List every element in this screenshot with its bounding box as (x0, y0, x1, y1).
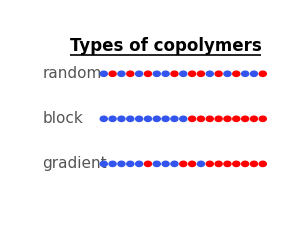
Circle shape (259, 161, 266, 166)
Circle shape (224, 161, 231, 166)
Circle shape (144, 116, 152, 122)
Circle shape (100, 71, 107, 76)
Circle shape (127, 116, 134, 122)
Circle shape (197, 161, 205, 166)
Circle shape (109, 116, 116, 122)
Circle shape (180, 116, 187, 122)
Circle shape (180, 71, 187, 76)
Circle shape (250, 71, 257, 76)
Circle shape (136, 116, 142, 122)
Circle shape (136, 161, 142, 166)
Circle shape (224, 116, 231, 122)
Circle shape (153, 116, 160, 122)
Circle shape (118, 116, 125, 122)
Circle shape (242, 71, 249, 76)
Circle shape (189, 71, 196, 76)
Circle shape (215, 116, 222, 122)
Circle shape (171, 71, 178, 76)
Circle shape (206, 71, 213, 76)
Circle shape (206, 161, 213, 166)
Circle shape (233, 71, 240, 76)
Circle shape (224, 71, 231, 76)
Circle shape (242, 161, 249, 166)
Circle shape (109, 161, 116, 166)
Circle shape (136, 71, 142, 76)
Circle shape (171, 116, 178, 122)
Circle shape (197, 116, 205, 122)
Circle shape (233, 161, 240, 166)
Circle shape (197, 71, 205, 76)
Circle shape (127, 71, 134, 76)
Circle shape (118, 71, 125, 76)
Circle shape (259, 71, 266, 76)
Circle shape (100, 161, 107, 166)
Circle shape (215, 71, 222, 76)
Circle shape (233, 116, 240, 122)
Circle shape (162, 71, 169, 76)
Circle shape (100, 116, 107, 122)
Text: block: block (42, 111, 83, 126)
Circle shape (127, 161, 134, 166)
Circle shape (153, 71, 160, 76)
Circle shape (250, 116, 257, 122)
Circle shape (171, 161, 178, 166)
Circle shape (162, 116, 169, 122)
Circle shape (162, 161, 169, 166)
Circle shape (206, 116, 213, 122)
Circle shape (250, 161, 257, 166)
Circle shape (215, 161, 222, 166)
Circle shape (259, 116, 266, 122)
Text: gradient: gradient (42, 156, 107, 171)
Circle shape (242, 116, 249, 122)
Circle shape (189, 116, 196, 122)
Text: random: random (42, 66, 101, 81)
Circle shape (109, 71, 116, 76)
Circle shape (118, 161, 125, 166)
Circle shape (189, 161, 196, 166)
Circle shape (144, 161, 152, 166)
Circle shape (180, 161, 187, 166)
Text: Types of copolymers: Types of copolymers (70, 37, 261, 55)
Circle shape (153, 161, 160, 166)
Circle shape (144, 71, 152, 76)
